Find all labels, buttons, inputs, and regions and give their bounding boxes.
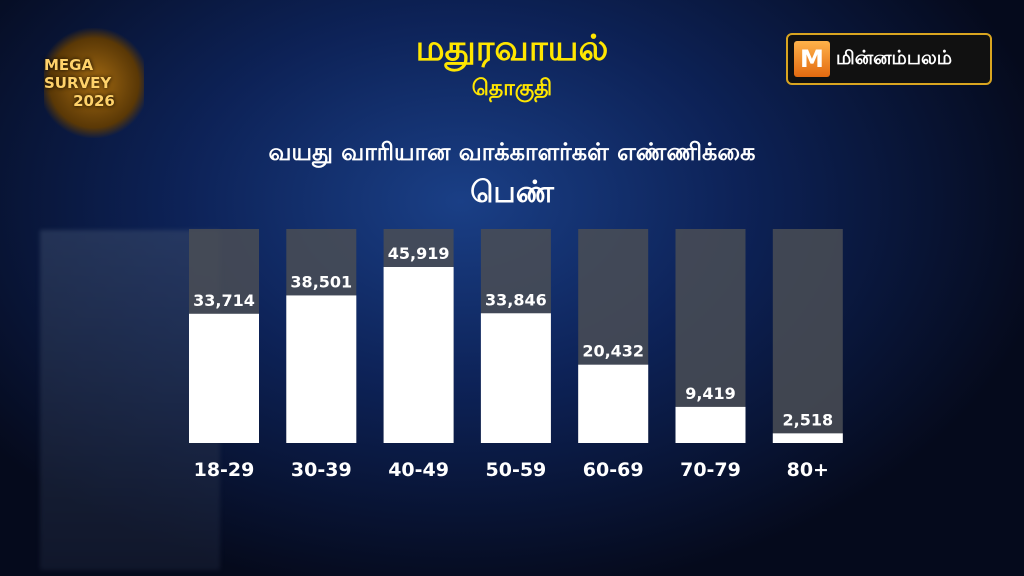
bar bbox=[480, 313, 551, 443]
mega-survey-badge: MEGA SURVEY 2026 bbox=[44, 28, 144, 138]
data-label: 38,501 bbox=[290, 272, 352, 291]
chart-title: வயது வாரியான வாக்காளர்கள் எண்ணிக்கை bbox=[268, 138, 756, 166]
logo-icon: M bbox=[794, 41, 830, 77]
badge-line1: MEGA SURVEY bbox=[44, 56, 112, 92]
bar bbox=[383, 267, 454, 443]
constituency-subtitle: தொகுதி bbox=[471, 76, 553, 101]
data-label: 33,714 bbox=[193, 291, 255, 310]
category-label: 80+ bbox=[787, 459, 829, 481]
bar-track bbox=[772, 229, 843, 443]
gender-label: பெண் bbox=[470, 175, 554, 210]
bar bbox=[578, 364, 649, 443]
category-label: 60-69 bbox=[583, 459, 644, 481]
bar bbox=[675, 406, 746, 443]
data-label: 33,846 bbox=[485, 290, 547, 309]
data-label: 20,432 bbox=[582, 342, 644, 361]
bar bbox=[189, 313, 259, 443]
constituency-title: மதுரவாயல் bbox=[415, 28, 609, 69]
category-label: 30-39 bbox=[291, 459, 352, 481]
category-label: 18-29 bbox=[194, 459, 255, 481]
minnambalam-logo: M மின்னம்பலம் bbox=[786, 33, 992, 85]
bar bbox=[286, 295, 357, 443]
logo-text: மின்னம்பலம் bbox=[836, 46, 953, 69]
data-label: 9,419 bbox=[685, 384, 736, 403]
data-label: 45,919 bbox=[388, 244, 450, 263]
category-label: 40-49 bbox=[388, 459, 449, 481]
bar bbox=[772, 433, 843, 443]
data-label: 2,518 bbox=[782, 410, 833, 429]
badge-line2: 2026 bbox=[73, 92, 115, 110]
category-label: 70-79 bbox=[680, 459, 741, 481]
category-label: 50-59 bbox=[486, 459, 547, 481]
